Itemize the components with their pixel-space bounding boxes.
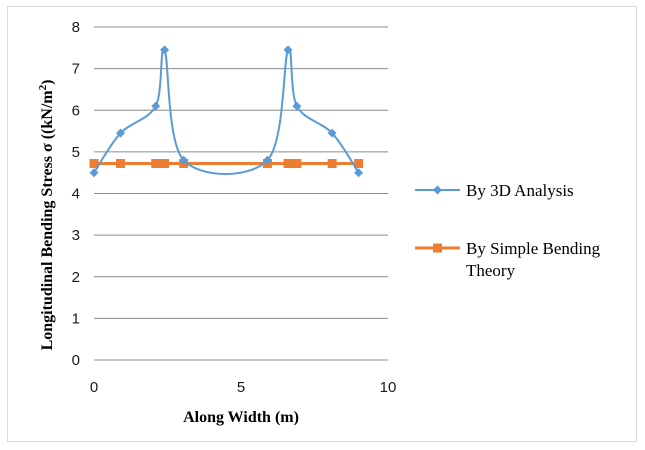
- data-point-3d-analysis: [179, 155, 189, 165]
- data-point-simple-bending: [115, 159, 125, 169]
- y-tick-label: 3: [72, 227, 80, 244]
- y-tick-labels: 0 1 2 3 4 5 6 7 8: [72, 19, 80, 369]
- data-point-simple-bending: [89, 159, 99, 169]
- legend-label-simple-bending-line2: Theory: [466, 261, 516, 280]
- x-tick-label: 0: [90, 379, 98, 396]
- y-axis-title: Longitudinal Bending Stress σ ((kN/m2): [37, 80, 56, 351]
- data-point-3d-analysis: [151, 101, 161, 111]
- data-point-3d-analysis: [160, 45, 170, 55]
- legend-marker-diamond: [433, 185, 442, 195]
- y-tick-label: 1: [72, 310, 80, 327]
- data-point-simple-bending: [292, 159, 302, 169]
- y-tick-label: 8: [72, 19, 80, 36]
- data-point-3d-analysis: [283, 45, 293, 55]
- data-point-3d-analysis: [327, 128, 337, 138]
- series-layer: [89, 45, 364, 178]
- data-point-simple-bending: [327, 159, 337, 169]
- data-point-simple-bending: [283, 159, 293, 169]
- y-tick-label: 2: [72, 269, 80, 286]
- legend-item-3d-analysis: By 3D Analysis: [415, 181, 574, 200]
- data-point-simple-bending: [354, 159, 364, 169]
- x-tick-labels: 0 5 10: [90, 379, 397, 396]
- legend-item-simple-bending: By Simple Bending Theory: [415, 239, 601, 280]
- data-point-3d-analysis: [354, 168, 364, 178]
- data-point-simple-bending: [160, 159, 170, 169]
- y-axis-title-superscript: 2: [37, 84, 49, 90]
- x-axis-title: Along Width (m): [183, 409, 299, 426]
- series-3d-analysis: [89, 45, 364, 178]
- chart-frame: [7, 6, 637, 442]
- legend-label-3d-analysis: By 3D Analysis: [466, 181, 574, 200]
- data-point-3d-analysis: [89, 168, 99, 178]
- y-tick-label: 7: [72, 61, 80, 78]
- data-point-3d-analysis: [292, 101, 302, 111]
- y-tick-label: 5: [72, 144, 80, 161]
- gridlines: [94, 26, 388, 361]
- legend-marker-square: [433, 243, 442, 253]
- y-axis-title-close: ): [39, 80, 56, 85]
- y-tick-label: 0: [72, 352, 80, 369]
- data-point-3d-analysis: [115, 128, 125, 138]
- series-line-3d-analysis: [93, 47, 360, 175]
- x-tick-label: 10: [380, 379, 397, 396]
- data-point-simple-bending: [151, 159, 161, 169]
- y-tick-label: 6: [72, 102, 80, 119]
- legend-label-simple-bending-line1: By Simple Bending: [466, 239, 601, 258]
- legend: By 3D Analysis By Simple Bending Theory: [415, 181, 601, 280]
- x-tick-label: 5: [237, 379, 245, 396]
- y-axis-title-main: Longitudinal Bending Stress σ ((kN/m: [39, 90, 56, 351]
- y-tick-label: 4: [72, 186, 80, 203]
- series-simple-bending: [89, 159, 364, 169]
- data-point-3d-analysis: [262, 155, 272, 165]
